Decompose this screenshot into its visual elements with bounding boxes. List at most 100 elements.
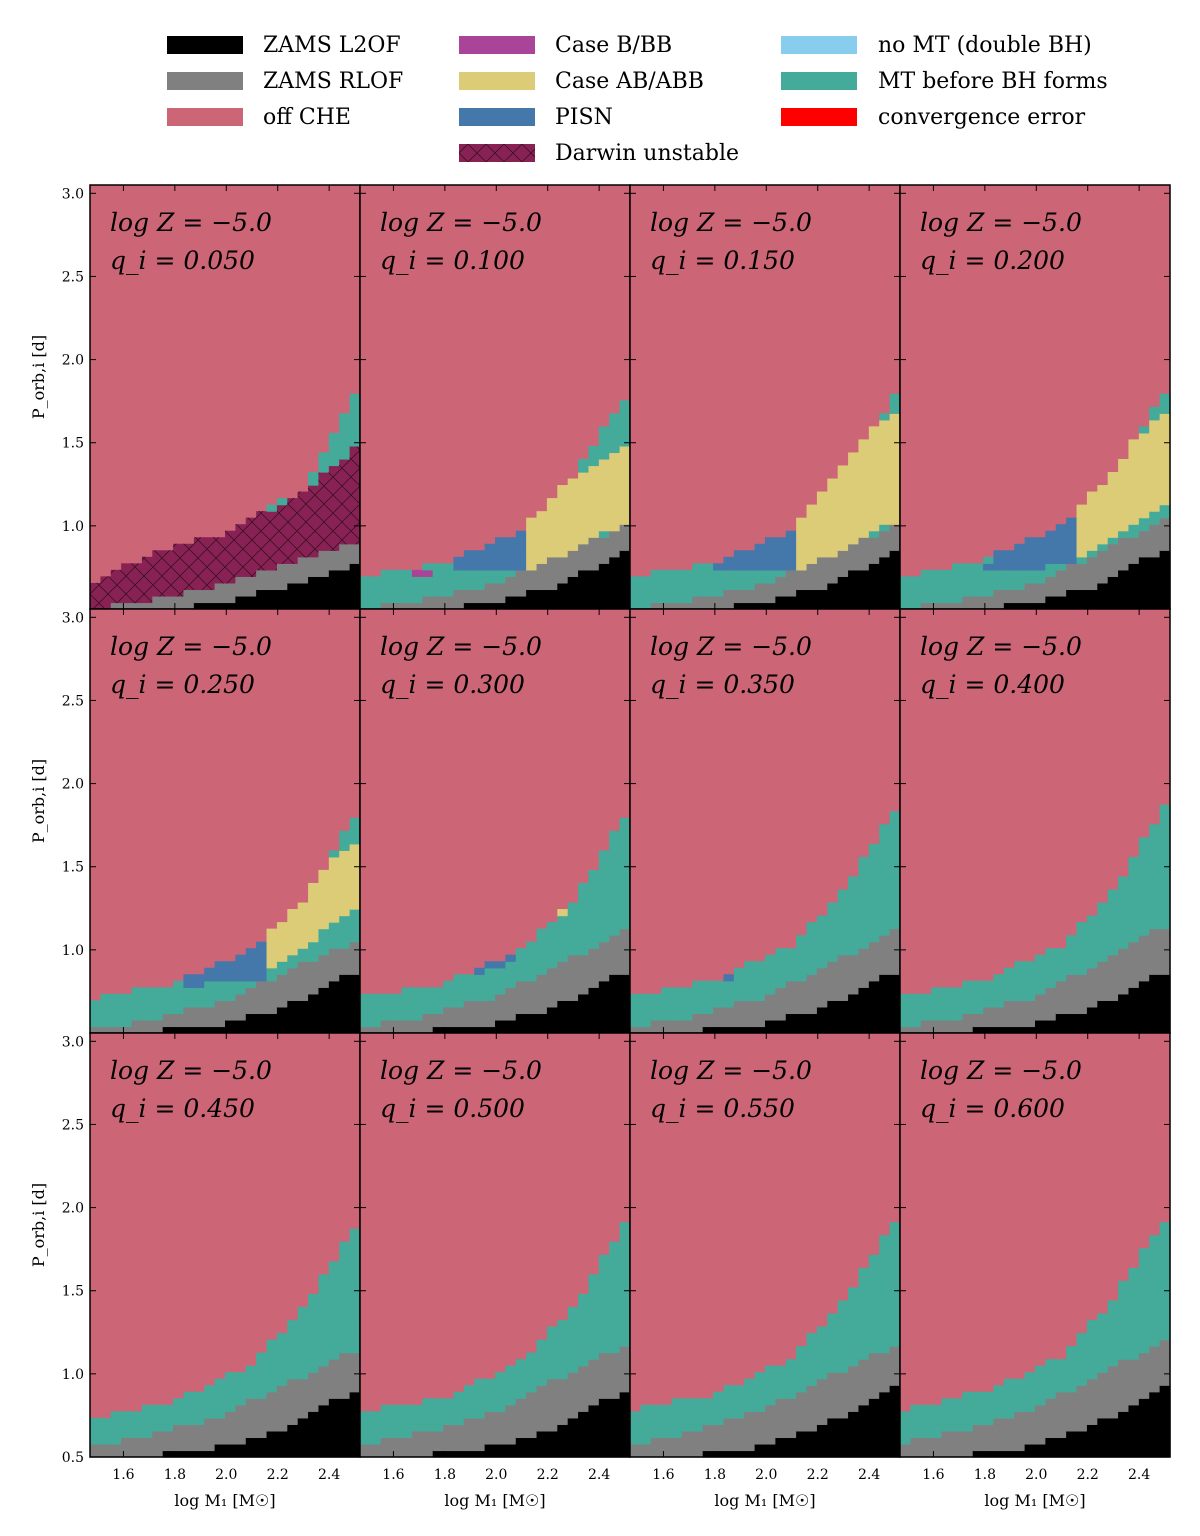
cell-zams-l2of bbox=[578, 602, 590, 610]
cell-zams-rlof bbox=[765, 1437, 776, 1445]
cell-mt-before-bh bbox=[339, 445, 351, 454]
cell-zams-rlof bbox=[1066, 1417, 1078, 1425]
cell-zams-rlof bbox=[1055, 1430, 1067, 1439]
cell-zams-rlof bbox=[868, 1352, 880, 1360]
cell-zams-l2of bbox=[287, 1013, 299, 1021]
cell-mt-before-bh bbox=[619, 830, 631, 838]
cell-mt-before-bh bbox=[193, 1411, 205, 1419]
cell-mt-before-bh bbox=[744, 987, 756, 995]
cell-mt-before-bh bbox=[619, 1228, 631, 1236]
cell-zams-rlof bbox=[204, 595, 216, 604]
cell-zams-rlof bbox=[484, 1417, 496, 1425]
cell-zams-rlof bbox=[806, 987, 818, 995]
cell-zams-rlof bbox=[993, 589, 1005, 597]
heatmap-cells bbox=[360, 817, 631, 1034]
cell-zams-rlof bbox=[1097, 967, 1109, 975]
cell-zams-l2of bbox=[1159, 563, 1171, 571]
cell-mt-before-bh bbox=[339, 837, 351, 845]
cell-mt-before-bh bbox=[1045, 948, 1057, 956]
cell-mt-before-bh bbox=[598, 1346, 610, 1354]
cell-case-ab-abb bbox=[816, 530, 828, 538]
cell-mt-before-bh bbox=[723, 569, 735, 577]
cell-zams-rlof bbox=[609, 1378, 621, 1386]
cell-zams-rlof bbox=[1086, 1398, 1098, 1406]
cell-mt-before-bh bbox=[287, 1326, 299, 1334]
cell-zams-rlof bbox=[1003, 1006, 1015, 1015]
cell-zams-rlof bbox=[495, 595, 506, 604]
cell-darwin-hatch bbox=[318, 504, 330, 512]
cell-mt-before-bh bbox=[443, 987, 455, 995]
cell-case-ab-abb bbox=[328, 902, 340, 910]
cell-zams-rlof bbox=[619, 1365, 631, 1373]
cell-mt-before-bh bbox=[951, 569, 963, 577]
cell-mt-before-bh bbox=[1149, 824, 1161, 832]
cell-mt-before-bh bbox=[1118, 909, 1130, 917]
cell-darwin-hatch bbox=[152, 569, 164, 577]
cell-zams-rlof bbox=[1128, 961, 1140, 969]
cell-zams-rlof bbox=[868, 537, 880, 545]
cell-zams-l2of bbox=[339, 980, 351, 988]
cell-mt-before-bh bbox=[1149, 517, 1161, 525]
cell-mt-before-bh bbox=[1128, 915, 1140, 923]
cell-zams-rlof bbox=[609, 948, 621, 956]
cell-mt-before-bh bbox=[858, 902, 870, 910]
cell-zams-l2of bbox=[214, 1443, 226, 1452]
cell-mt-before-bh bbox=[650, 993, 662, 1001]
cell-mt-before-bh bbox=[1097, 1313, 1109, 1321]
cell-mt-before-bh bbox=[609, 869, 621, 878]
cell-mt-before-bh bbox=[349, 837, 361, 845]
cell-zams-rlof bbox=[630, 1450, 641, 1458]
cell-zams-rlof bbox=[349, 1365, 361, 1373]
cell-zams-rlof bbox=[391, 1019, 403, 1028]
cell-mt-before-bh bbox=[723, 980, 735, 988]
cell-case-ab-abb bbox=[1086, 517, 1098, 525]
cell-zams-l2of bbox=[1118, 1019, 1130, 1028]
cell-mt-before-bh bbox=[858, 876, 870, 884]
cell-mt-before-bh bbox=[619, 817, 631, 825]
cell-mt-before-bh bbox=[495, 1391, 506, 1399]
cell-case-ab-abb bbox=[609, 504, 621, 512]
cell-case-ab-abb bbox=[889, 426, 901, 434]
cell-mt-before-bh bbox=[1045, 1385, 1057, 1393]
legend-label-mt-before-bh-forms: MT before BH forms bbox=[878, 69, 1108, 94]
cell-mt-before-bh bbox=[671, 1006, 683, 1015]
cell-mt-before-bh bbox=[619, 406, 631, 414]
cell-mt-before-bh bbox=[1086, 1365, 1098, 1373]
cell-case-ab-abb bbox=[1118, 491, 1130, 499]
cell-mt-before-bh bbox=[1149, 406, 1161, 414]
cell-zams-rlof bbox=[557, 556, 569, 564]
cell-darwin-hatch bbox=[328, 472, 340, 480]
cell-mt-before-bh bbox=[609, 1313, 621, 1321]
cell-zams-l2of bbox=[339, 1437, 351, 1445]
cell-pisn bbox=[245, 961, 257, 969]
cell-mt-before-bh bbox=[1076, 1365, 1088, 1373]
cell-mt-before-bh bbox=[245, 980, 257, 988]
cell-mt-before-bh bbox=[1076, 1346, 1088, 1354]
cell-zams-rlof bbox=[785, 1006, 797, 1015]
cell-zams-rlof bbox=[193, 595, 205, 604]
cell-mt-before-bh bbox=[1024, 1372, 1036, 1380]
panel-metallicity-label: log Z = −5.0 bbox=[110, 1056, 272, 1085]
cell-mt-before-bh bbox=[526, 974, 538, 982]
cell-zams-l2of bbox=[1045, 1019, 1057, 1028]
cell-mt-before-bh bbox=[972, 980, 984, 988]
cell-mt-before-bh bbox=[536, 1339, 548, 1347]
cell-mt-before-bh bbox=[308, 1346, 320, 1354]
cell-zams-rlof bbox=[328, 967, 340, 975]
cell-mt-before-bh bbox=[806, 1372, 818, 1380]
cell-mt-before-bh bbox=[837, 1320, 849, 1328]
cell-case-ab-abb bbox=[1097, 491, 1109, 499]
cell-mt-before-bh bbox=[297, 1372, 309, 1380]
cell-zams-l2of bbox=[443, 1450, 455, 1458]
x-tick-label: 2.0 bbox=[755, 1467, 777, 1483]
cell-darwin-hatch bbox=[276, 530, 288, 538]
cell-zams-l2of bbox=[806, 602, 818, 610]
cell-darwin-hatch bbox=[349, 504, 361, 512]
cell-zams-rlof bbox=[806, 993, 818, 1001]
cell-pisn bbox=[1035, 543, 1046, 551]
x-tick-label: 1.6 bbox=[112, 1467, 134, 1483]
cell-zams-rlof bbox=[515, 987, 527, 995]
cell-zams-rlof bbox=[474, 1443, 486, 1452]
cell-zams-l2of bbox=[1107, 582, 1119, 591]
cell-zams-rlof bbox=[785, 1430, 797, 1439]
